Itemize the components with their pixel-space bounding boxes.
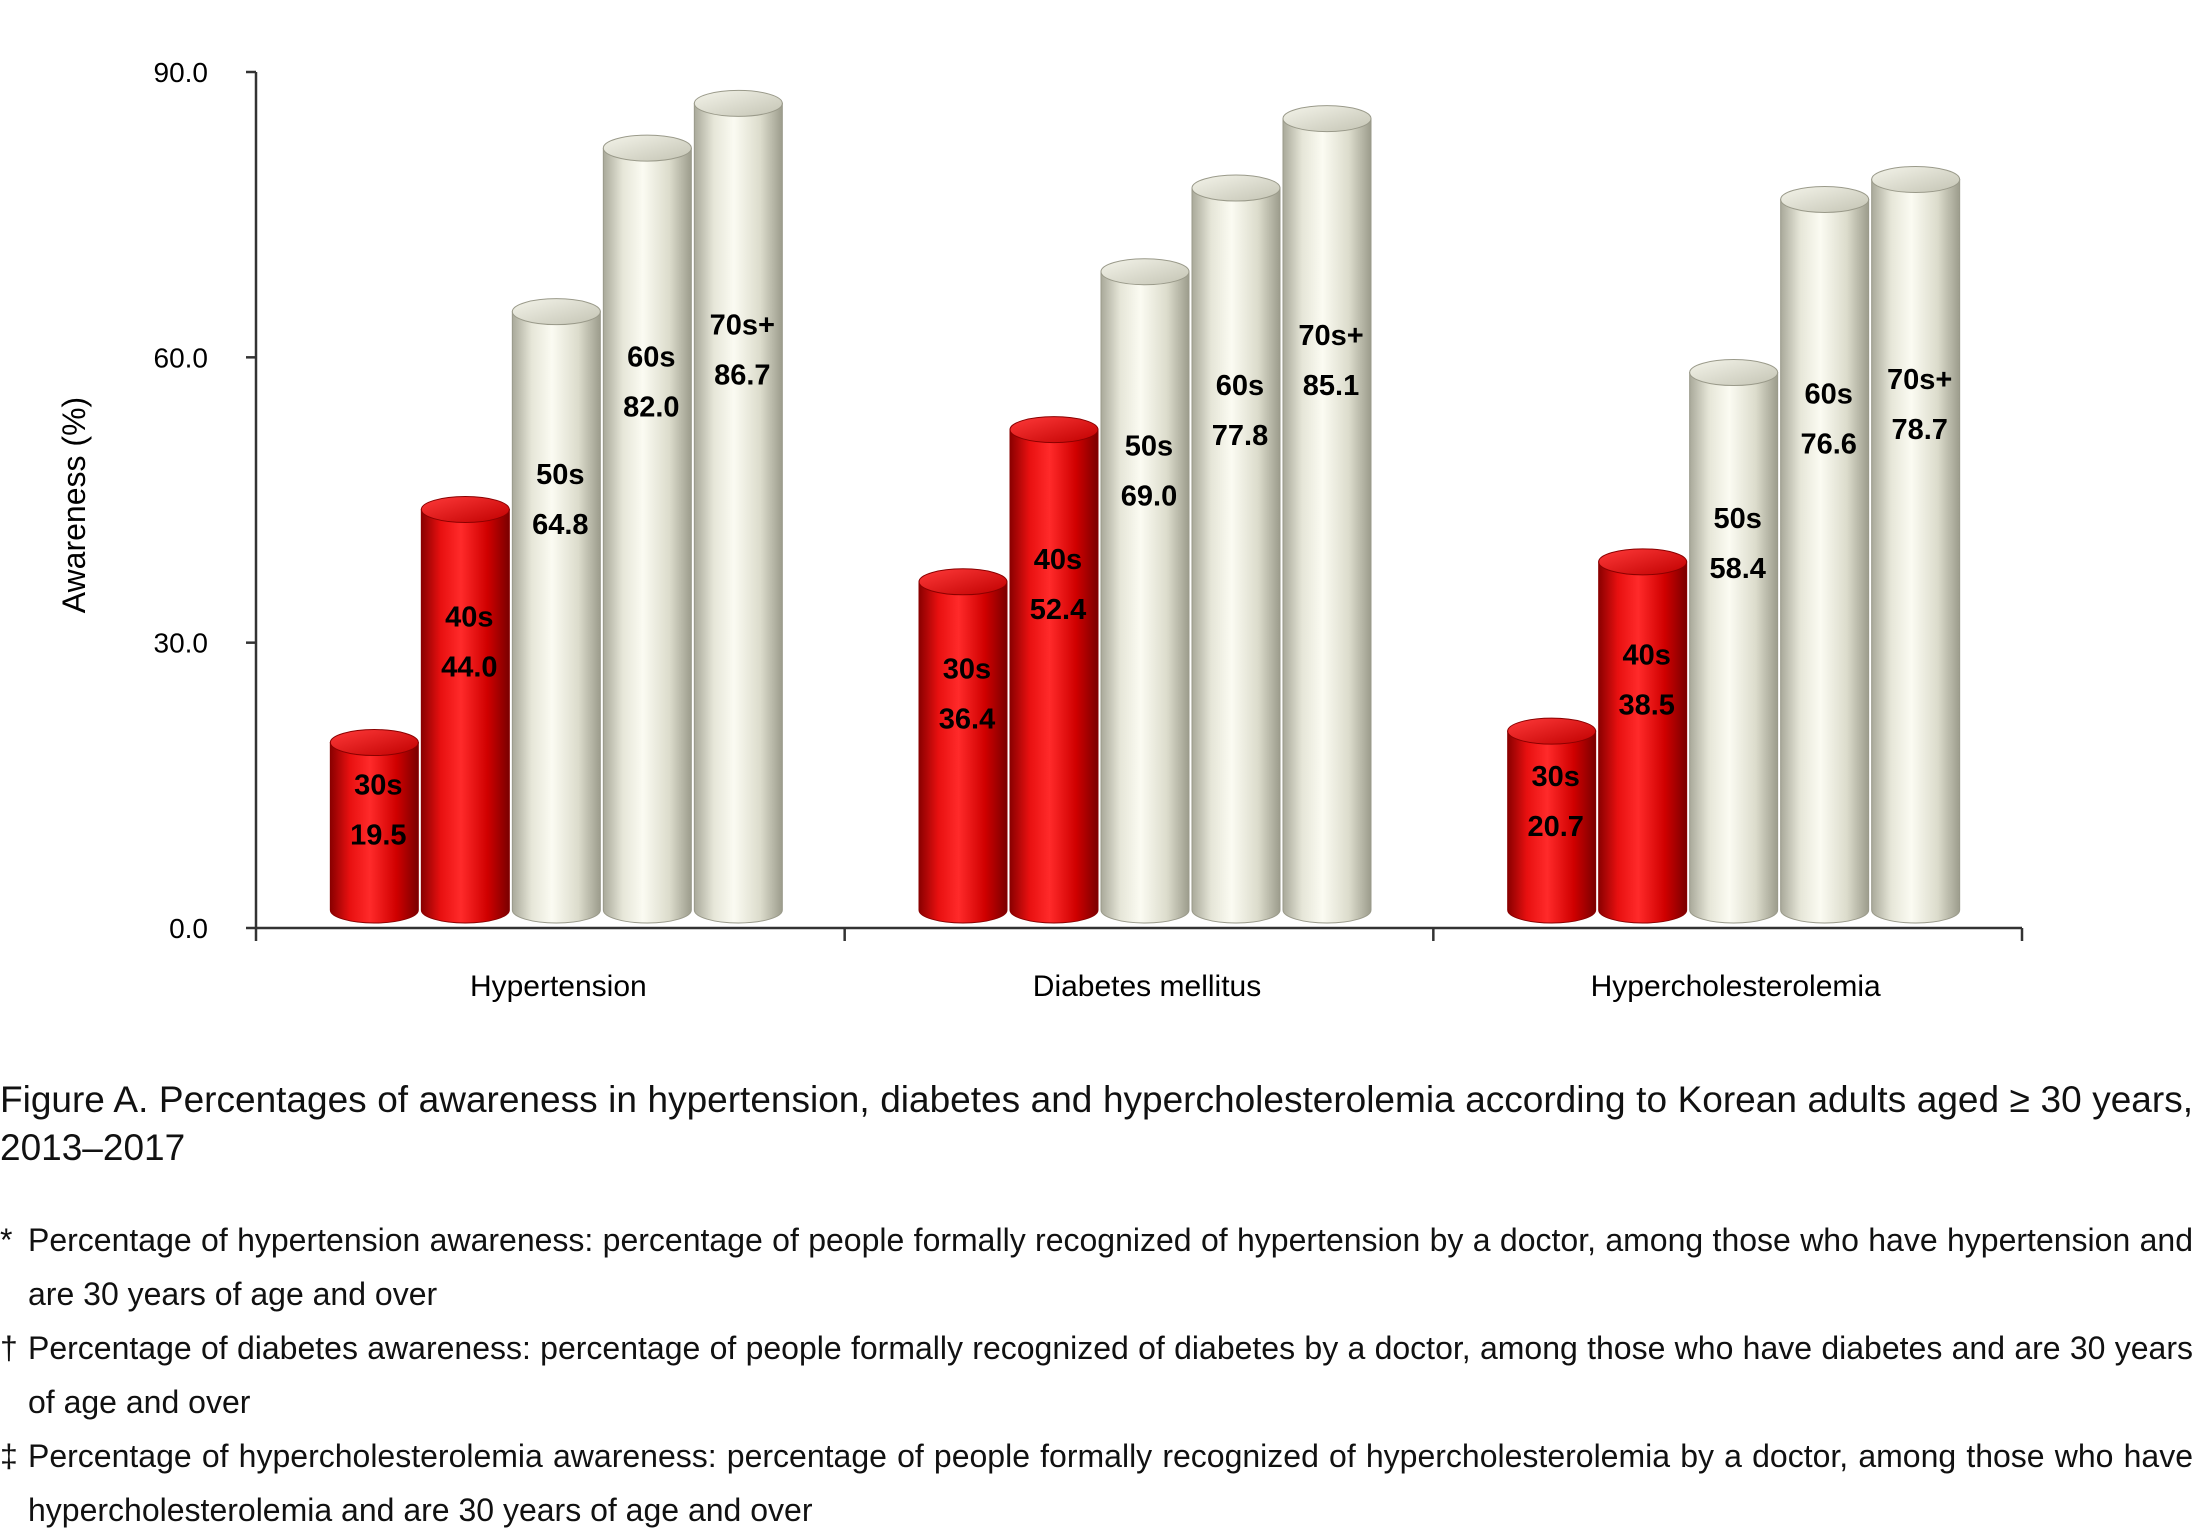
caption-text: Percentages of awareness in hypertension… bbox=[0, 1079, 2193, 1168]
footnote-hypertension: * Percentage of hypertension awareness: … bbox=[0, 1213, 2193, 1321]
y-tick-label: 60.0 bbox=[154, 342, 209, 373]
bar-value-label: 44.0 bbox=[441, 652, 497, 684]
bar-60s-1 bbox=[1191, 174, 1281, 924]
bar-value-label: 85.1 bbox=[1303, 370, 1359, 402]
y-axis-label: Awareness (%) bbox=[56, 397, 92, 613]
bar-value-label: 86.7 bbox=[714, 359, 770, 391]
bar-70splus-0 bbox=[693, 89, 783, 924]
footnote-hypercholesterolemia: ‡ Percentage of hypercholesterolemia awa… bbox=[0, 1429, 2193, 1537]
bar-value-label: 36.4 bbox=[939, 704, 995, 736]
footnote-mark: ‡ bbox=[0, 1438, 18, 1474]
bar-series-label: 30s bbox=[354, 769, 402, 801]
bar-40s-1 bbox=[1009, 416, 1099, 924]
bar-value-label: 58.4 bbox=[1709, 553, 1765, 585]
footnote-text: Percentage of hypercholesterolemia aware… bbox=[28, 1438, 2193, 1528]
bar-chart: 0.0 30.0 60.0 90.0 30s 19.5 40s 44.0 50s 64.8 60s… bbox=[56, 57, 2024, 1003]
chart-axes bbox=[254, 72, 2022, 930]
y-tick-label: 90.0 bbox=[154, 57, 209, 88]
bar-50s-2 bbox=[1689, 359, 1779, 924]
category-label: Hypercholesterolemia bbox=[1591, 970, 1881, 1003]
bar-series-label: 70s+ bbox=[710, 309, 775, 341]
bar-value-label: 19.5 bbox=[350, 819, 406, 851]
bar-value-label: 20.7 bbox=[1527, 811, 1583, 843]
bar-value-label: 76.6 bbox=[1800, 428, 1856, 460]
bar-series-label: 50s bbox=[536, 459, 584, 491]
bar-70splus-2 bbox=[1871, 165, 1961, 924]
bar-series-label: 60s bbox=[1216, 370, 1264, 402]
bar-50s-1 bbox=[1100, 258, 1190, 924]
bar-value-label: 78.7 bbox=[1891, 414, 1947, 446]
bar-series-label: 60s bbox=[627, 341, 675, 373]
category-labels: Hypertension Diabetes mellitus Hypercholes… bbox=[470, 970, 1881, 1003]
bar-value-label: 52.4 bbox=[1030, 594, 1086, 626]
bars bbox=[329, 89, 1961, 924]
footnotes: * Percentage of hypertension awareness: … bbox=[0, 1213, 2193, 1537]
figure-caption: Figure A. Percentages of awareness in hy… bbox=[0, 1076, 2193, 1172]
bar-series-label: 50s bbox=[1713, 503, 1761, 535]
y-tick-label: 30.0 bbox=[154, 628, 209, 659]
bar-40s-0 bbox=[420, 496, 510, 924]
bar-series-label: 30s bbox=[943, 654, 991, 686]
bar-series-label: 40s bbox=[445, 602, 493, 634]
bar-60s-0 bbox=[602, 134, 692, 924]
bar-value-label: 38.5 bbox=[1618, 689, 1674, 721]
bar-labels: 30s 19.5 40s 44.0 50s 64.8 60s 82.0 70s+ 86.7 30s 3… bbox=[350, 309, 1952, 851]
bar-series-label: 60s bbox=[1804, 378, 1852, 410]
bar-series-label: 70s+ bbox=[1298, 320, 1363, 352]
caption-prefix: Figure A. bbox=[0, 1079, 149, 1120]
bar-50s-0 bbox=[511, 298, 601, 924]
footnote-text: Percentage of hypertension awareness: pe… bbox=[28, 1222, 2193, 1312]
bar-value-label: 77.8 bbox=[1212, 420, 1268, 452]
bar-series-label: 40s bbox=[1034, 544, 1082, 576]
footnote-diabetes: † Percentage of diabetes awareness: perc… bbox=[0, 1321, 2193, 1429]
footnote-mark: * bbox=[0, 1222, 13, 1258]
bar-30s-1 bbox=[918, 568, 1008, 924]
bar-30s-2 bbox=[1507, 717, 1597, 924]
bar-series-label: 50s bbox=[1125, 430, 1173, 462]
y-tick-label: 0.0 bbox=[169, 913, 208, 944]
footnote-mark: † bbox=[0, 1330, 18, 1366]
bar-40s-2 bbox=[1598, 548, 1688, 924]
bar-70splus-1 bbox=[1282, 105, 1372, 924]
bar-value-label: 82.0 bbox=[623, 391, 679, 423]
bar-value-label: 64.8 bbox=[532, 509, 588, 541]
bar-series-label: 70s+ bbox=[1887, 364, 1952, 396]
category-label: Diabetes mellitus bbox=[1033, 970, 1261, 1003]
bar-series-label: 40s bbox=[1622, 639, 1670, 671]
bar-30s-0 bbox=[329, 729, 419, 924]
bar-series-label: 30s bbox=[1531, 761, 1579, 793]
footnote-text: Percentage of diabetes awareness: percen… bbox=[28, 1330, 2193, 1420]
bar-60s-2 bbox=[1780, 185, 1870, 924]
category-label: Hypertension bbox=[470, 970, 647, 1003]
x-ticks bbox=[254, 928, 2024, 941]
bar-value-label: 69.0 bbox=[1121, 480, 1177, 512]
y-ticks: 0.0 30.0 60.0 90.0 bbox=[154, 57, 256, 944]
